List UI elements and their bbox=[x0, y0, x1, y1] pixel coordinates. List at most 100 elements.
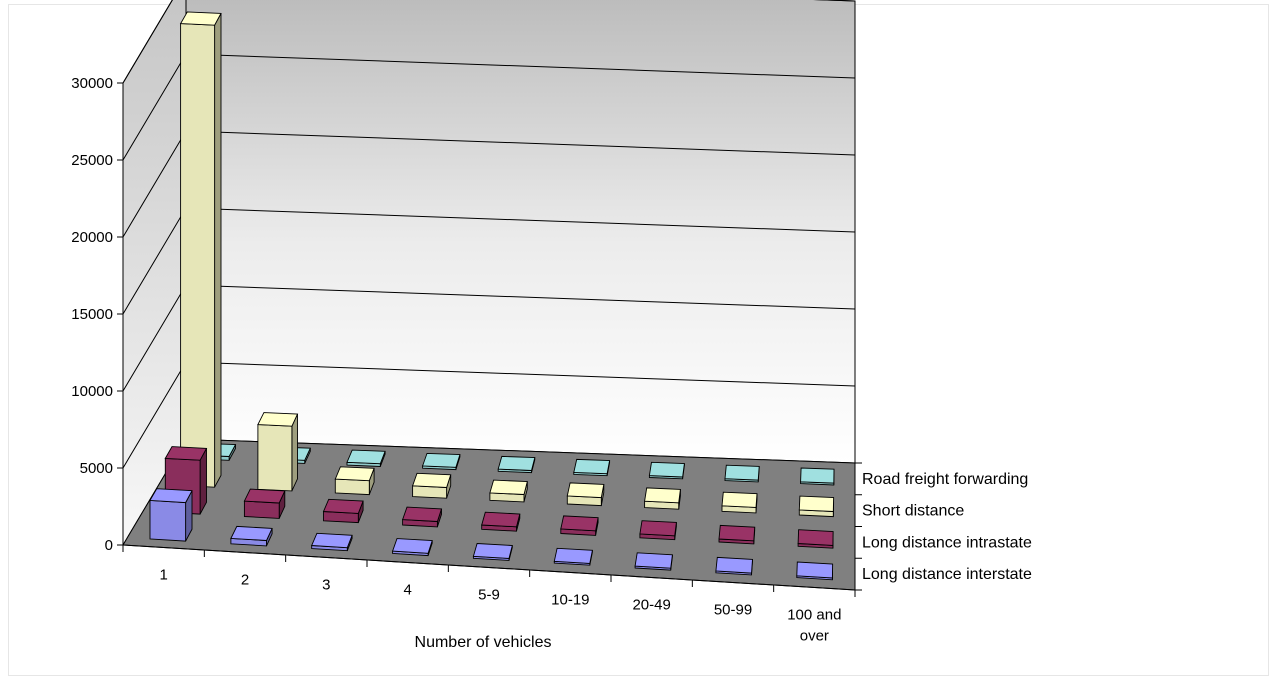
bar bbox=[497, 455, 536, 474]
bar-top bbox=[796, 561, 834, 579]
y-tick-label: 20000 bbox=[71, 229, 113, 246]
bar-front bbox=[257, 424, 293, 492]
bar bbox=[639, 520, 677, 541]
bar bbox=[164, 446, 208, 515]
bar bbox=[489, 479, 528, 503]
bar bbox=[796, 561, 834, 581]
bar bbox=[797, 529, 834, 549]
series-label: Road freight forwarding bbox=[862, 471, 1028, 488]
back-wall bbox=[185, 0, 856, 464]
bar bbox=[560, 515, 599, 536]
series-label: Short distance bbox=[862, 503, 964, 520]
bar bbox=[715, 556, 753, 576]
bar-side bbox=[291, 413, 298, 492]
x-tick-label: over bbox=[800, 628, 829, 645]
bar bbox=[311, 532, 353, 552]
y-tick-label: 5000 bbox=[80, 460, 113, 477]
bar-top bbox=[724, 464, 760, 481]
bar-top bbox=[311, 532, 353, 549]
bar bbox=[553, 547, 593, 566]
x-tick-label: 3 bbox=[322, 577, 330, 594]
bar-top bbox=[421, 452, 461, 468]
bar-top bbox=[322, 498, 364, 514]
bar-side bbox=[214, 13, 222, 488]
bar-top bbox=[391, 538, 433, 554]
bar bbox=[391, 538, 433, 557]
x-axis: 1 2 3 4 5-9 10-19 20-49 50-99 100 and over bbox=[122, 544, 856, 645]
bar-top bbox=[489, 479, 528, 495]
bar bbox=[566, 482, 605, 507]
bar-top bbox=[566, 482, 605, 499]
x-tick-label: 1 bbox=[159, 567, 167, 584]
x-tick-label: 4 bbox=[403, 582, 411, 599]
bar-top bbox=[401, 506, 443, 522]
x-axis-line bbox=[122, 544, 856, 591]
y-axis: 0 5000 10000 15000 20000 25000 30000 bbox=[71, 75, 124, 554]
y-tick-label: 15000 bbox=[71, 306, 113, 323]
bar bbox=[800, 467, 835, 486]
bar bbox=[334, 466, 375, 496]
bar-front bbox=[149, 499, 187, 542]
bar-top bbox=[481, 511, 521, 528]
bar bbox=[230, 525, 273, 547]
bar-front bbox=[243, 500, 280, 519]
bar-top bbox=[149, 488, 193, 504]
bar-top bbox=[721, 491, 758, 508]
chart-walls bbox=[122, 0, 856, 547]
x-tick-label: 10-19 bbox=[551, 592, 589, 609]
y-tick-label: 25000 bbox=[71, 152, 113, 169]
bar bbox=[346, 449, 386, 467]
bar-top bbox=[648, 461, 685, 478]
bar-top bbox=[346, 449, 386, 465]
bar-top bbox=[797, 529, 834, 546]
bar bbox=[322, 498, 364, 524]
bar bbox=[243, 488, 286, 519]
bar-top bbox=[573, 458, 611, 475]
x-axis-title: Number of vehicles bbox=[415, 634, 552, 651]
x-tick-label: 100 and bbox=[787, 607, 841, 624]
series-axis: Long distance interstate Long distance in… bbox=[854, 462, 1032, 591]
bar-top bbox=[230, 525, 273, 541]
bar-top bbox=[243, 488, 286, 504]
bar bbox=[421, 452, 461, 471]
bar-front bbox=[334, 478, 370, 496]
bar-top bbox=[553, 547, 593, 564]
bar-top bbox=[497, 455, 536, 471]
y-tick-label: 0 bbox=[105, 537, 113, 554]
bar-top bbox=[644, 487, 681, 504]
series-label: Long distance intrastate bbox=[862, 534, 1032, 551]
bar bbox=[798, 495, 835, 518]
bar-top bbox=[472, 543, 513, 559]
bar bbox=[411, 472, 452, 499]
x-tick-label: 50-99 bbox=[714, 602, 752, 619]
bar-top bbox=[164, 446, 208, 461]
x-tick-label: 5-9 bbox=[478, 587, 500, 604]
bars bbox=[149, 11, 835, 581]
bar-top bbox=[639, 520, 677, 537]
bar-top bbox=[560, 515, 599, 532]
bar-top bbox=[800, 467, 835, 484]
bar-top bbox=[798, 495, 835, 512]
bar bbox=[648, 461, 685, 480]
bar bbox=[721, 491, 758, 514]
bar bbox=[481, 511, 521, 532]
bar bbox=[401, 506, 443, 528]
bar bbox=[257, 412, 299, 492]
y-tick-label: 30000 bbox=[71, 75, 113, 92]
bar bbox=[724, 464, 760, 483]
bar bbox=[179, 11, 222, 488]
bar-top bbox=[411, 472, 452, 488]
bar bbox=[718, 524, 756, 545]
bar bbox=[149, 488, 193, 542]
series-label: Long distance interstate bbox=[862, 566, 1032, 583]
gridline bbox=[122, 0, 856, 84]
bar-front bbox=[180, 23, 216, 488]
bar bbox=[644, 487, 681, 510]
bar-top bbox=[718, 524, 756, 542]
bar-top bbox=[634, 552, 673, 569]
bar-top bbox=[334, 466, 375, 482]
bar-top bbox=[715, 556, 753, 574]
y-tick-label: 10000 bbox=[71, 383, 113, 400]
bar bbox=[472, 543, 513, 561]
